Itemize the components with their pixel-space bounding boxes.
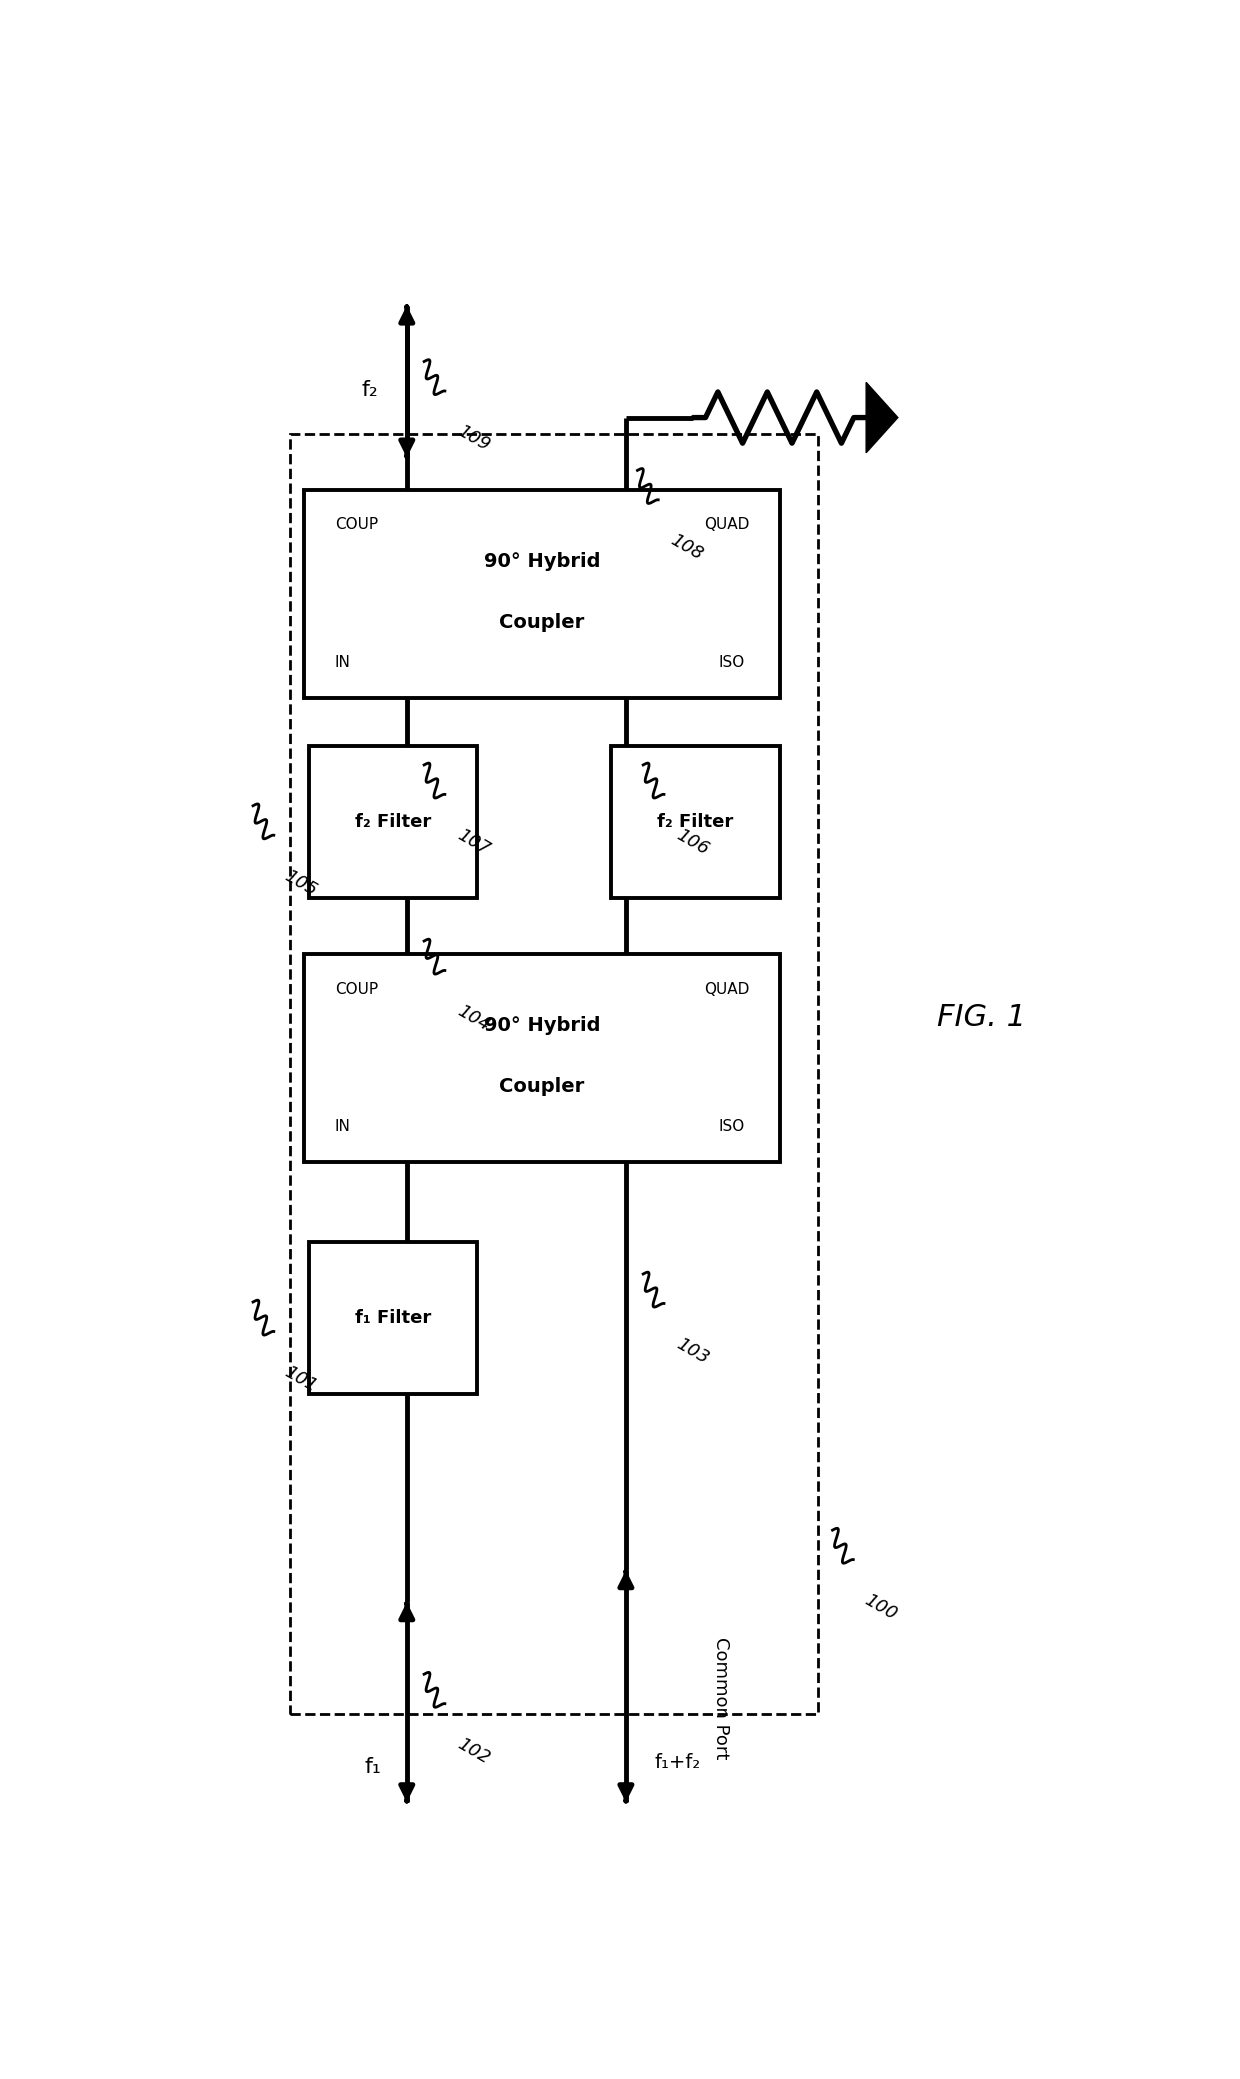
Text: 90° Hybrid: 90° Hybrid [484, 553, 600, 572]
Bar [304, 954, 780, 1162]
Text: f₁+f₂: f₁+f₂ [655, 1753, 701, 1771]
Bar [611, 746, 780, 898]
Text: f₂ Filter: f₂ Filter [657, 813, 734, 832]
Text: 107: 107 [454, 825, 494, 859]
Text: 105: 105 [281, 867, 320, 900]
Text: Coupler: Coupler [500, 1077, 584, 1096]
Text: 101: 101 [281, 1364, 320, 1395]
Text: IN: IN [335, 1119, 351, 1135]
Text: 109: 109 [454, 422, 494, 455]
Bar [309, 746, 477, 898]
Text: 90° Hybrid: 90° Hybrid [484, 1017, 600, 1035]
Text: ISO: ISO [718, 655, 745, 669]
Text: f₁ Filter: f₁ Filter [355, 1310, 432, 1326]
Text: Common Port: Common Port [712, 1636, 730, 1759]
Bar [309, 1241, 477, 1395]
Text: COUP: COUP [335, 981, 378, 996]
Text: FIG. 1: FIG. 1 [937, 1004, 1025, 1033]
Text: QUAD: QUAD [704, 518, 749, 532]
Text: ISO: ISO [718, 1119, 745, 1135]
Text: 104: 104 [454, 1002, 494, 1035]
Polygon shape [866, 383, 898, 453]
Bar [304, 491, 780, 699]
Text: 100: 100 [861, 1590, 899, 1624]
Text: COUP: COUP [335, 518, 378, 532]
Text: f₂ Filter: f₂ Filter [355, 813, 432, 832]
Text: 108: 108 [667, 532, 707, 563]
Text: 103: 103 [673, 1335, 712, 1368]
Text: f₂: f₂ [362, 380, 378, 401]
Text: QUAD: QUAD [704, 981, 749, 996]
Text: Coupler: Coupler [500, 613, 584, 632]
Text: 106: 106 [673, 825, 712, 859]
Text: 102: 102 [454, 1736, 494, 1767]
Text: IN: IN [335, 655, 351, 669]
Bar [290, 435, 818, 1715]
Text: f₁: f₁ [365, 1757, 382, 1778]
